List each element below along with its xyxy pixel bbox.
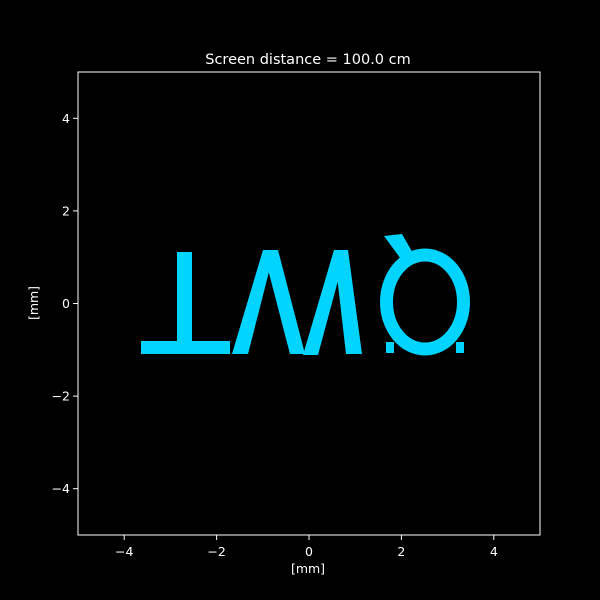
x-tick-label: −4: [115, 544, 133, 559]
y-axis: −4 −2 0 2 4: [52, 111, 78, 496]
plot-area: [77, 71, 541, 536]
y-tick-label: 2: [62, 203, 70, 218]
y-axis-label: [mm]: [26, 286, 41, 320]
x-tick-label: 4: [490, 544, 498, 559]
y-tick-label: −4: [52, 481, 70, 496]
pattern-glyph-m: [232, 250, 362, 355]
x-axis-label: [mm]: [291, 561, 325, 576]
x-tick-label: −2: [207, 544, 225, 559]
x-tick-label: 0: [305, 544, 313, 559]
pattern-glyph-inverted-t: [141, 252, 230, 354]
plot-background: [78, 72, 540, 535]
y-tick-label: 0: [62, 296, 70, 311]
y-tick-label: −2: [52, 389, 70, 404]
x-tick-label: 2: [397, 544, 405, 559]
pattern-glyph-o-hook: [380, 234, 470, 356]
chart-title: Screen distance = 100.0 cm: [205, 52, 411, 68]
diffraction-pattern: [141, 234, 470, 356]
x-axis: −4 −2 0 2 4: [115, 535, 498, 559]
y-tick-label: 4: [62, 111, 70, 126]
